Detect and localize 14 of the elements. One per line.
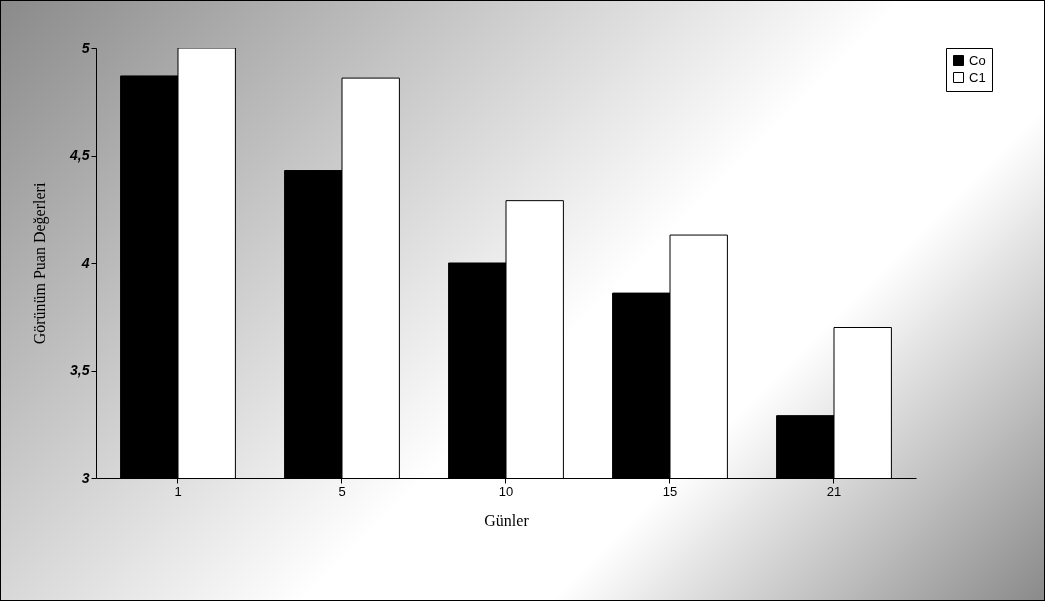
- y-tick-label: 4: [80, 254, 90, 271]
- legend-label: C1: [969, 69, 986, 85]
- x-tick-label: 10: [498, 483, 514, 499]
- x-tick-label: 5: [338, 483, 346, 499]
- y-axis-title: Görünüm Puan Değerleri: [31, 182, 50, 345]
- y-tick-label: 4,5: [69, 147, 90, 163]
- y-tick-label: 3,5: [70, 362, 90, 378]
- x-tick-label: 15: [662, 483, 678, 499]
- y-tick-label: 3: [81, 469, 90, 486]
- x-tick-label: 1: [174, 483, 182, 499]
- x-axis-title: Günler: [484, 511, 530, 529]
- x-tick-label: 21: [826, 483, 842, 499]
- legend-label: Co: [969, 52, 986, 68]
- y-tick-label: 5: [81, 39, 90, 56]
